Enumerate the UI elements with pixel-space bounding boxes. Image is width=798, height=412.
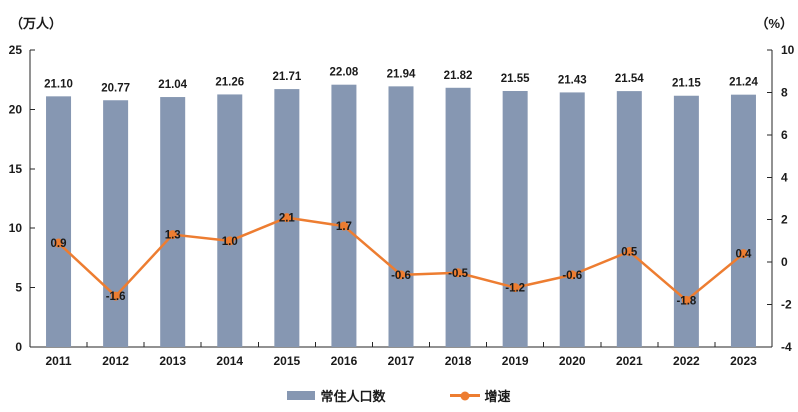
bar-series-swatch-icon bbox=[287, 391, 316, 400]
category-label-2015: 2015 bbox=[273, 354, 300, 368]
line-label-2022: -1.8 bbox=[676, 295, 696, 307]
bar-label-2015: 21.71 bbox=[272, 71, 301, 83]
line-point-2020 bbox=[567, 270, 577, 280]
left-axis-tick-label: 10 bbox=[9, 221, 23, 235]
category-label-2022: 2022 bbox=[673, 354, 700, 368]
category-label-2019: 2019 bbox=[502, 354, 529, 368]
line-point-2014 bbox=[225, 236, 235, 246]
category-label-2023: 2023 bbox=[730, 354, 757, 368]
left-axis-tick-label: 0 bbox=[15, 340, 22, 354]
bar-label-2022: 21.15 bbox=[672, 78, 701, 90]
line-point-2015 bbox=[282, 213, 292, 223]
bar-label-2013: 21.04 bbox=[158, 79, 187, 91]
bar-2022 bbox=[673, 95, 699, 347]
left-axis-unit-label: （万人） bbox=[10, 16, 63, 31]
line-point-2021 bbox=[624, 247, 634, 257]
bar-2017 bbox=[388, 86, 414, 348]
legend-label-growth: 增速 bbox=[484, 389, 511, 404]
line-label-2018: -0.5 bbox=[448, 268, 468, 280]
line-point-2018 bbox=[453, 268, 463, 278]
left-axis-tick-label: 25 bbox=[9, 43, 23, 57]
bar-label-2011: 21.10 bbox=[44, 78, 73, 90]
line-point-2013 bbox=[168, 230, 178, 240]
left-axis-tick-label: 15 bbox=[9, 162, 23, 176]
bar-2019 bbox=[502, 90, 528, 348]
right-axis-tick-label: -4 bbox=[781, 340, 792, 354]
bar-2018 bbox=[445, 87, 471, 348]
line-label-2014: 1.0 bbox=[222, 236, 238, 248]
line-point-2019 bbox=[510, 283, 520, 293]
category-label-2021: 2021 bbox=[616, 354, 643, 368]
right-axis-tick-label: 8 bbox=[781, 85, 788, 99]
line-point-2012 bbox=[111, 291, 121, 301]
bar-2016 bbox=[331, 84, 357, 347]
legend-item-growth: 增速 bbox=[449, 386, 511, 405]
category-label-2011: 2011 bbox=[46, 354, 72, 368]
line-label-2015: 2.1 bbox=[279, 213, 296, 225]
left-axis-tick-label: 20 bbox=[9, 102, 23, 116]
legend-label-population: 常住人口数 bbox=[320, 389, 386, 404]
bar-2013 bbox=[160, 97, 186, 347]
right-axis-tick-label: 4 bbox=[781, 170, 788, 184]
bar-label-2017: 21.94 bbox=[387, 68, 416, 80]
line-label-2020: -0.6 bbox=[562, 270, 582, 282]
right-axis-unit-label: （%） bbox=[755, 16, 793, 31]
line-label-2016: 1.7 bbox=[336, 221, 352, 233]
category-label-2013: 2013 bbox=[159, 354, 186, 368]
line-point-2022 bbox=[681, 295, 691, 305]
right-axis-tick-label: 10 bbox=[781, 43, 795, 57]
line-label-2011: 0.9 bbox=[51, 238, 67, 250]
bar-label-2019: 21.55 bbox=[501, 73, 530, 85]
left-axis-tick-label: 5 bbox=[15, 281, 22, 295]
line-point-2011 bbox=[54, 238, 64, 248]
line-label-2021: 0.5 bbox=[621, 247, 638, 259]
line-series-swatch-icon bbox=[449, 391, 480, 400]
category-label-2017: 2017 bbox=[388, 354, 415, 368]
bar-label-2023: 21.24 bbox=[729, 77, 758, 89]
legend-item-population: 常住人口数 bbox=[287, 386, 386, 405]
bar-2012 bbox=[103, 100, 129, 347]
bar-2020 bbox=[559, 92, 585, 348]
bar-label-2020: 21.43 bbox=[558, 74, 587, 86]
category-label-2014: 2014 bbox=[216, 354, 243, 368]
line-label-2013: 1.3 bbox=[165, 230, 181, 242]
bar-2011 bbox=[46, 96, 72, 347]
line-marker-dot-icon bbox=[460, 391, 469, 400]
right-axis-tick-label: 6 bbox=[781, 128, 788, 142]
category-label-2016: 2016 bbox=[331, 354, 358, 368]
line-label-2012: -1.6 bbox=[106, 291, 126, 303]
bar-label-2016: 22.08 bbox=[330, 67, 359, 79]
line-label-2017: -0.6 bbox=[391, 270, 411, 282]
right-axis-tick-label: 2 bbox=[781, 213, 788, 227]
line-point-2017 bbox=[396, 270, 406, 280]
bar-2021 bbox=[616, 91, 642, 347]
bar-label-2018: 21.82 bbox=[444, 70, 473, 82]
bar-2014 bbox=[217, 94, 243, 347]
bar-label-2021: 21.54 bbox=[615, 73, 644, 85]
category-label-2018: 2018 bbox=[445, 354, 472, 368]
line-label-2019: -1.2 bbox=[505, 283, 525, 295]
bar-label-2014: 21.26 bbox=[215, 76, 244, 88]
bar-2023 bbox=[730, 94, 756, 348]
category-label-2020: 2020 bbox=[559, 354, 586, 368]
line-label-2023: 0.4 bbox=[735, 249, 752, 261]
line-point-2023 bbox=[738, 249, 748, 259]
category-label-2012: 2012 bbox=[102, 354, 129, 368]
right-axis-tick-label: 0 bbox=[781, 255, 788, 269]
line-point-2016 bbox=[339, 221, 349, 231]
bar-label-2012: 20.77 bbox=[101, 82, 130, 94]
right-axis-tick-label: -2 bbox=[781, 298, 792, 312]
legend: 常住人口数 增速 bbox=[0, 386, 798, 405]
